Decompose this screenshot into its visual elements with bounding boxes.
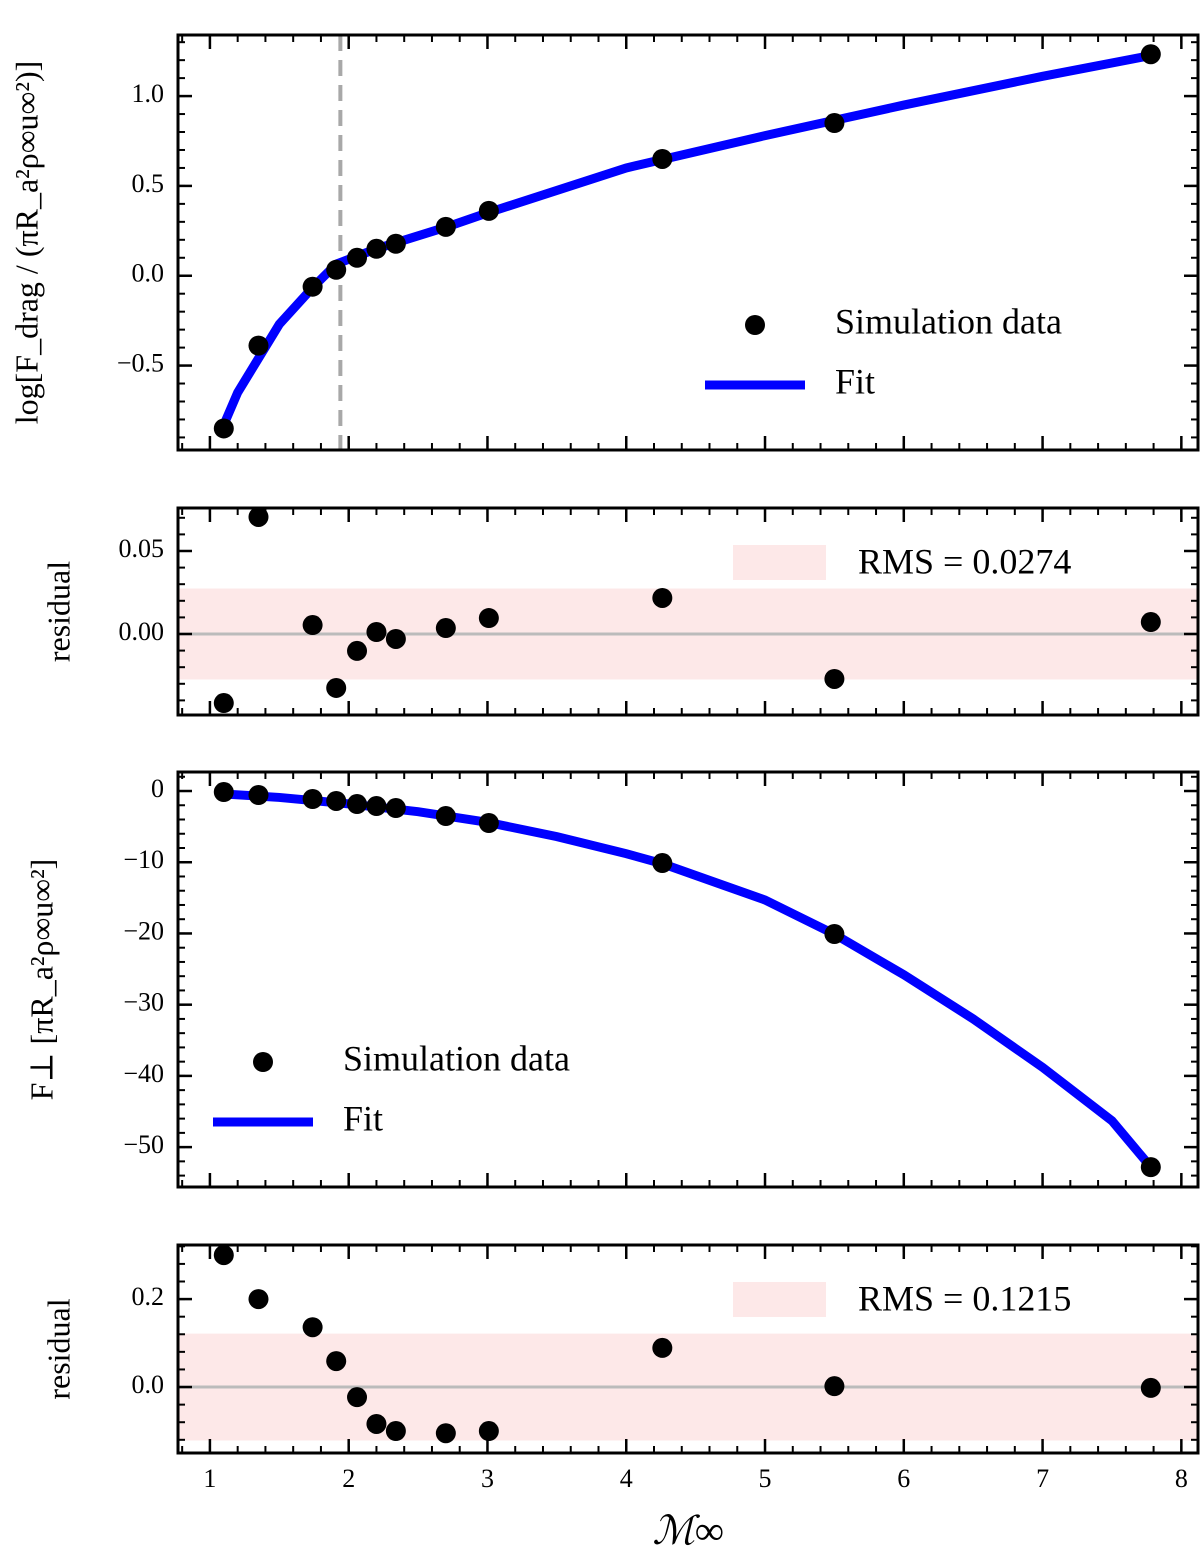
data-point — [213, 418, 234, 439]
data-point — [824, 113, 845, 134]
data-point — [326, 259, 347, 280]
data-point — [652, 148, 673, 169]
data-point — [385, 233, 406, 254]
x-axis-label: ℳ∞ — [652, 1508, 723, 1553]
data-point — [248, 335, 269, 356]
data-point — [1140, 1377, 1161, 1398]
y-axis-label: residual — [40, 561, 76, 662]
legend-label: Simulation data — [343, 1038, 570, 1078]
axes-frame — [176, 770, 1200, 1189]
y-axis-label: residual — [40, 1298, 76, 1399]
data-point — [435, 806, 456, 827]
data-point — [366, 238, 387, 259]
axes-frame — [176, 1243, 1200, 1455]
data-point — [366, 1413, 387, 1434]
data-point — [1140, 1157, 1161, 1178]
data-point — [1140, 612, 1161, 633]
x-tick-label: 2 — [342, 1464, 355, 1493]
data-point — [385, 628, 406, 649]
data-point — [385, 798, 406, 819]
data-point — [326, 1351, 347, 1372]
legend-patch — [733, 1282, 826, 1317]
legend-marker — [745, 315, 765, 335]
axes-frame — [176, 33, 1200, 452]
data-point — [347, 1387, 368, 1408]
x-tick-label: 5 — [759, 1464, 772, 1493]
data-point — [824, 1376, 845, 1397]
y-tick-label: 0.2 — [132, 1282, 165, 1311]
legend-patch — [733, 545, 826, 580]
y-tick-label: −50 — [123, 1130, 164, 1159]
y-tick-label: −10 — [123, 845, 164, 874]
y-tick-label: 0.5 — [132, 169, 165, 198]
data-point — [347, 247, 368, 268]
data-point — [213, 782, 234, 803]
legend-label: Fit — [343, 1098, 383, 1138]
data-point — [652, 587, 673, 608]
data-point — [478, 608, 499, 629]
y-tick-label: −40 — [123, 1059, 164, 1088]
data-point — [824, 668, 845, 689]
legend-label: RMS = 0.0274 — [858, 541, 1071, 581]
y-tick-label: 1.0 — [132, 79, 165, 108]
data-point — [347, 794, 368, 815]
data-point — [478, 1421, 499, 1442]
y-tick-label: −0.5 — [117, 349, 164, 378]
y-tick-label: 0.05 — [119, 534, 165, 563]
y-tick-label: 0.0 — [132, 259, 165, 288]
y-tick-label: −30 — [123, 988, 164, 1017]
x-tick-label: 8 — [1175, 1464, 1188, 1493]
data-point — [302, 1317, 323, 1338]
data-point — [302, 615, 323, 636]
y-tick-label: 0.00 — [119, 617, 165, 646]
data-point — [478, 812, 499, 833]
data-point — [652, 1337, 673, 1358]
x-tick-label: 1 — [203, 1464, 216, 1493]
data-point — [302, 276, 323, 297]
data-point — [435, 618, 456, 639]
data-point — [213, 693, 234, 714]
data-point — [248, 785, 269, 806]
axes-frame — [176, 506, 1200, 717]
y-tick-label: −20 — [123, 916, 164, 945]
y-axis-label: F⊥ [πR_a²ρ∞u∞²] — [23, 859, 59, 1101]
x-tick-label: 3 — [481, 1464, 494, 1493]
data-point — [366, 622, 387, 643]
x-tick-label: 7 — [1036, 1464, 1049, 1493]
data-point — [248, 506, 269, 527]
legend-label: RMS = 0.1215 — [858, 1278, 1071, 1318]
data-point — [385, 1421, 406, 1442]
legend-label: Simulation data — [835, 301, 1062, 341]
x-tick-label: 6 — [897, 1464, 910, 1493]
legend-label: Fit — [835, 361, 875, 401]
y-tick-label: 0 — [151, 774, 164, 803]
data-point — [435, 1423, 456, 1444]
data-point — [248, 1289, 269, 1310]
data-point — [302, 788, 323, 809]
data-point — [326, 790, 347, 811]
data-point — [824, 924, 845, 945]
data-point — [326, 677, 347, 698]
data-point — [652, 853, 673, 874]
data-point — [347, 640, 368, 661]
fit-line — [219, 51, 1152, 427]
y-tick-label: 0.0 — [132, 1370, 165, 1399]
data-point — [366, 796, 387, 817]
data-point — [1140, 44, 1161, 65]
data-point — [213, 1245, 234, 1266]
data-point — [435, 216, 456, 237]
x-tick-label: 4 — [620, 1464, 633, 1493]
y-axis-label: log[F_drag / (πR_a²ρ∞u∞²)] — [8, 61, 44, 425]
data-point — [478, 200, 499, 221]
legend-marker — [253, 1052, 273, 1072]
